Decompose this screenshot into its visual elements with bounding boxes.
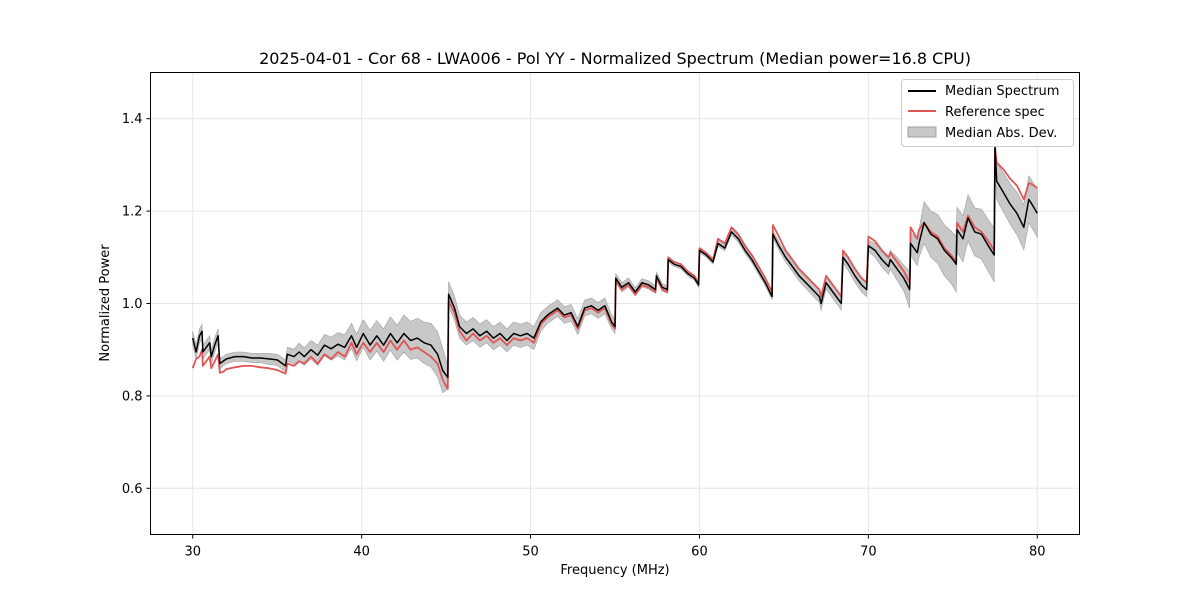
y-axis-ticks: 0.6 0.8 1.0 1.2 1.4: [122, 112, 151, 497]
y-tick-label: 0.6: [122, 482, 143, 497]
y-tick-label: 1.2: [122, 205, 143, 220]
y-tick-label: 1.0: [122, 297, 143, 312]
legend-median-label: Median Spectrum: [945, 84, 1059, 99]
median-spectrum-line: [191, 145, 1038, 379]
reference-spectrum-line: [191, 147, 1038, 390]
y-axis-label: Normalized Power: [98, 244, 113, 362]
x-tick-label: 50: [522, 545, 539, 560]
x-axis-ticks: 30 40 50 60 70 80: [184, 534, 1046, 560]
mad-band-layer: [192, 128, 1038, 394]
series-lines-layer: [191, 145, 1038, 390]
x-axis-label: Frequency (MHz): [560, 563, 669, 578]
legend-reference-label: Reference spec: [945, 105, 1045, 120]
y-tick-label: 0.8: [122, 389, 143, 404]
legend-mad-label: Median Abs. Dev.: [945, 126, 1057, 141]
mad-band-area: [192, 128, 1038, 394]
legend-mad-swatch: [907, 126, 937, 138]
x-tick-label: 70: [860, 545, 877, 560]
x-tick-label: 80: [1029, 545, 1046, 560]
y-tick-label: 1.4: [122, 112, 143, 127]
chart-title: 2025-04-01 - Cor 68 - LWA006 - Pol YY - …: [259, 49, 971, 68]
x-tick-label: 40: [353, 545, 370, 560]
legend: Median Spectrum Reference spec Median Ab…: [901, 79, 1074, 147]
x-tick-label: 60: [691, 545, 708, 560]
legend-box: [901, 79, 1074, 147]
x-tick-label: 30: [184, 545, 201, 560]
